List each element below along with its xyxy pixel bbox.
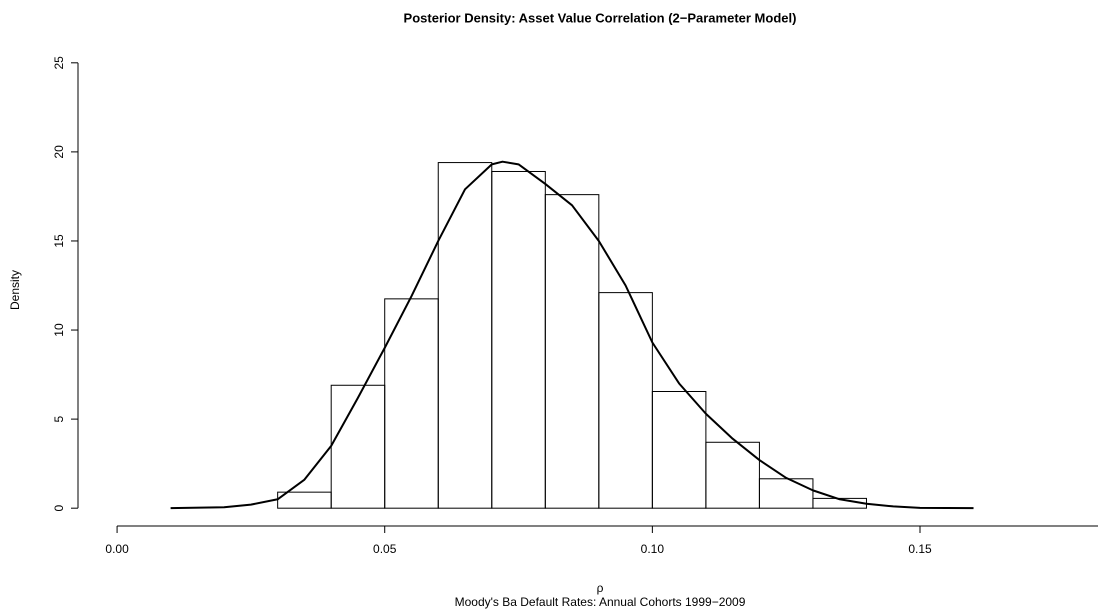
y-tick-label: 0 (52, 505, 66, 512)
density-curve (170, 160, 974, 510)
x-tick-label: 0.00 (105, 542, 129, 556)
x-axis-label: ρ (597, 581, 604, 595)
histogram-bar (437, 162, 493, 509)
histogram-bar (491, 170, 546, 509)
subtitle: Moody's Ba Default Rates: Annual Cohorts… (455, 595, 746, 609)
y-tick-label: 25 (52, 56, 66, 70)
y-tick-label: 20 (52, 145, 66, 159)
y-tick-label: 5 (52, 415, 66, 422)
histogram-bar (544, 194, 600, 509)
histogram-bar (651, 390, 707, 509)
x-tick-label: 0.15 (908, 542, 932, 556)
x-tick-label: 0.05 (373, 542, 397, 556)
histogram-bar (330, 384, 386, 509)
chart-title: Posterior Density: Asset Value Correlati… (404, 10, 797, 25)
histogram-bar (705, 441, 760, 509)
x-tick-label: 0.10 (641, 542, 665, 556)
y-tick-label: 10 (52, 323, 66, 337)
histogram-bar (758, 478, 814, 509)
y-tick-label: 15 (52, 234, 66, 248)
y-axis-label: Density (8, 270, 22, 310)
